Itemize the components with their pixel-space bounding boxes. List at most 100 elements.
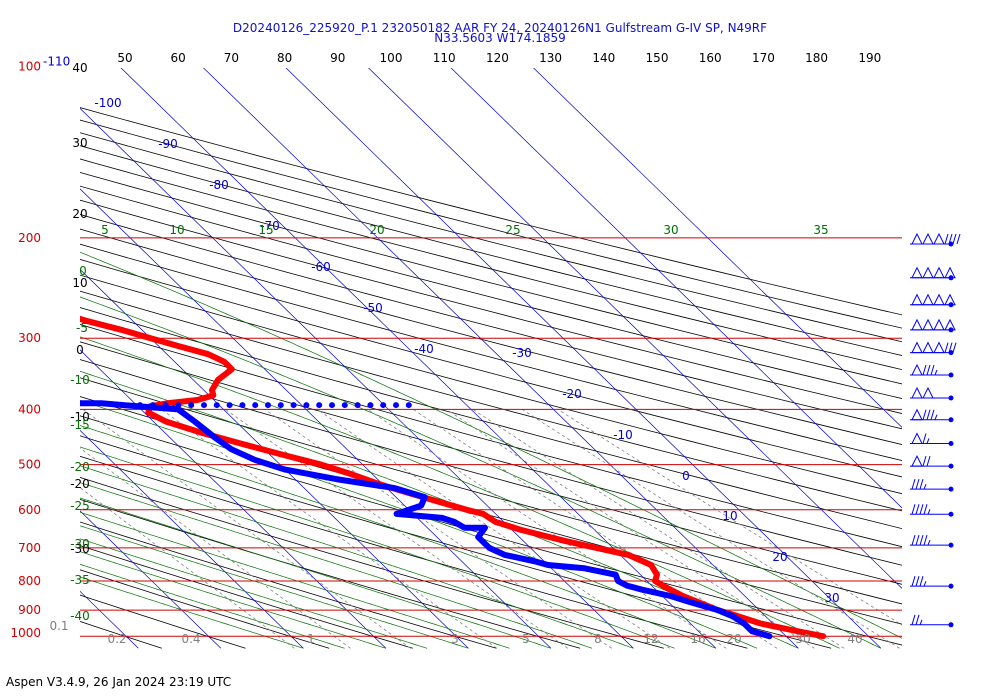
isotherm-label: -10 — [613, 428, 633, 442]
wind-barb-full — [956, 233, 961, 245]
pressure-label: 500 — [18, 458, 41, 472]
isotherm-label: -70 — [260, 219, 280, 233]
moist-adiabat-line — [80, 511, 510, 649]
wind-barb — [910, 232, 961, 247]
moist-adiabat-left-label: -5 — [76, 321, 88, 335]
wind-barb-full — [944, 233, 949, 245]
wind-barb-full — [915, 614, 920, 625]
wind-barb-full — [948, 233, 953, 245]
wind-barb-full — [922, 364, 927, 376]
dry-adiabat-line — [80, 185, 902, 399]
wind-barb-station — [948, 542, 954, 548]
top-theta-label: 110 — [433, 51, 456, 65]
wind-barb-full — [926, 364, 931, 376]
wind-barb-flag — [933, 341, 945, 354]
software-version-footer: Aspen V3.4.9, 26 Jan 2024 23:19 UTC — [6, 675, 232, 689]
isotherm-label: -90 — [158, 137, 178, 151]
dewpoint-marker-dot — [265, 402, 271, 409]
moist-adiabat-left-label: -20 — [70, 460, 90, 474]
moist-adiabat-label: 20 — [369, 223, 384, 237]
wind-barb-full — [922, 433, 927, 444]
mixing-ratio-label: 0.1 — [49, 619, 68, 633]
dewpoint-marker-dot — [162, 402, 169, 409]
moist-adiabat-left-label: -10 — [70, 373, 90, 387]
moist-adiabat-line — [80, 400, 758, 649]
isotherm-label: -30 — [512, 346, 532, 360]
pressure-label: 800 — [18, 574, 41, 588]
pressure-label: 200 — [18, 231, 41, 245]
wind-barb-flag — [933, 232, 945, 245]
wind-barb — [910, 614, 954, 628]
dewpoint-marker-dot — [277, 402, 284, 409]
dry-adiabat-line — [80, 145, 902, 356]
dry-adiabat-label: -10 — [70, 410, 90, 424]
dry-adiabat-line — [80, 228, 902, 445]
wind-barb-flag — [911, 455, 923, 467]
wind-barb-station — [948, 511, 954, 517]
top-theta-label: 60 — [171, 51, 186, 65]
wind-barb — [910, 363, 954, 378]
isotherm-line — [80, 349, 387, 649]
wind-barb-half — [923, 483, 927, 490]
dry-adiabat-line — [80, 435, 832, 649]
dry-adiabat-line — [80, 290, 902, 512]
isotherm-label: -40 — [414, 342, 434, 356]
moist-adiabat-line — [80, 563, 345, 649]
isotherm-label: 10 — [722, 509, 737, 523]
dry-adiabat-label: 40 — [72, 61, 87, 75]
mixing-ratio-line — [521, 409, 900, 649]
dewpoint-marker-dot — [341, 402, 348, 409]
mixing-ratio-label: 12 — [643, 632, 658, 646]
mixing-ratio-label: 16 — [690, 632, 705, 646]
dewpoint-marker-dot — [354, 402, 361, 409]
dewpoint-marker-dot — [149, 402, 156, 409]
dry-adiabat-line — [80, 214, 902, 430]
moist-adiabat-label: 15 — [258, 223, 273, 237]
dewpoint-marker-dot — [213, 402, 220, 409]
wind-barb-flag — [933, 293, 945, 306]
moist-adiabat-line — [80, 465, 634, 649]
moist-adiabat-left-label: 0 — [79, 264, 87, 278]
wind-barb-full — [952, 342, 957, 353]
dewpoint-marker-dot — [380, 402, 387, 409]
wind-barb — [910, 432, 954, 446]
top-theta-label: 70 — [224, 51, 239, 65]
moist-adiabat-label: 25 — [505, 223, 520, 237]
wind-barb-half — [934, 414, 938, 420]
wind-barb-full — [919, 534, 924, 546]
wind-barb-flag — [911, 432, 923, 444]
wind-barb-flag — [922, 318, 934, 331]
isotherm-line — [80, 429, 304, 649]
wind-barb-full — [911, 576, 916, 587]
wind-barb-flag — [944, 293, 956, 306]
wind-barb-flag — [911, 363, 923, 376]
wind-barb-station — [948, 622, 954, 628]
dewpoint-marker-dot — [290, 402, 297, 409]
pressure-label: 700 — [18, 541, 41, 555]
isotherm-label: -50 — [363, 301, 383, 315]
wind-barb-full — [919, 479, 924, 490]
dry-adiabat-line — [80, 107, 902, 316]
mixing-ratio-line — [225, 409, 569, 649]
moist-adiabat-line — [80, 538, 428, 649]
moist-adiabat-left-label: -15 — [70, 418, 90, 432]
dry-adiabat-label: -30 — [70, 542, 90, 556]
wind-barb-full — [915, 504, 920, 515]
wind-barb-full — [919, 504, 924, 515]
isotherm-line — [368, 68, 902, 589]
wind-barb-full — [911, 504, 916, 515]
dewpoint-marker-dot — [393, 402, 399, 409]
dry-adiabat-label: 0 — [76, 343, 84, 357]
top-theta-label: 170 — [752, 51, 775, 65]
wind-barb-flag — [911, 232, 923, 245]
wind-barb-flag — [922, 266, 934, 279]
mixing-ratio-label: 30 — [795, 632, 810, 646]
dewpoint-profile-line — [80, 400, 773, 640]
wind-barb-station — [948, 417, 954, 423]
dry-adiabat-line — [80, 243, 902, 461]
top-theta-label: 150 — [646, 51, 669, 65]
dry-adiabat-label: 20 — [72, 207, 87, 221]
wind-barb — [910, 479, 954, 492]
mixing-ratio-label: 40 — [847, 632, 862, 646]
